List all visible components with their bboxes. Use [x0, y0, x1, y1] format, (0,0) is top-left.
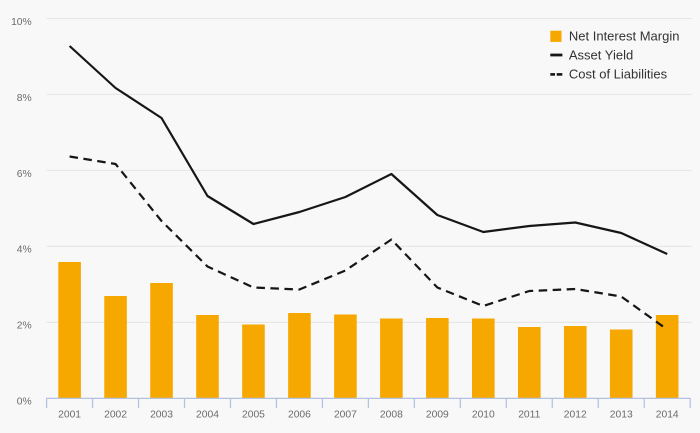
- svg-text:6%: 6%: [17, 169, 32, 180]
- svg-text:10%: 10%: [11, 17, 32, 28]
- svg-text:0%: 0%: [17, 397, 32, 408]
- svg-text:2008: 2008: [380, 409, 403, 420]
- svg-text:2011: 2011: [518, 409, 540, 420]
- svg-text:Net Interest Margin: Net Interest Margin: [569, 29, 680, 44]
- svg-text:2005: 2005: [242, 409, 265, 420]
- svg-text:4%: 4%: [17, 245, 32, 256]
- svg-text:2013: 2013: [610, 409, 633, 420]
- svg-text:Cost of Liabilities: Cost of Liabilities: [569, 67, 668, 82]
- svg-text:2003: 2003: [150, 409, 173, 420]
- svg-text:8%: 8%: [17, 93, 32, 104]
- svg-text:2006: 2006: [288, 409, 311, 420]
- svg-text:2%: 2%: [17, 321, 32, 332]
- svg-text:Asset Yield: Asset Yield: [569, 47, 633, 62]
- svg-text:2012: 2012: [564, 409, 587, 420]
- svg-text:2002: 2002: [104, 409, 127, 420]
- svg-text:2014: 2014: [656, 409, 679, 420]
- svg-text:2007: 2007: [334, 409, 357, 420]
- svg-text:2010: 2010: [472, 409, 495, 420]
- svg-text:2009: 2009: [426, 409, 449, 420]
- svg-text:2001: 2001: [58, 409, 81, 420]
- svg-text:2004: 2004: [196, 409, 219, 420]
